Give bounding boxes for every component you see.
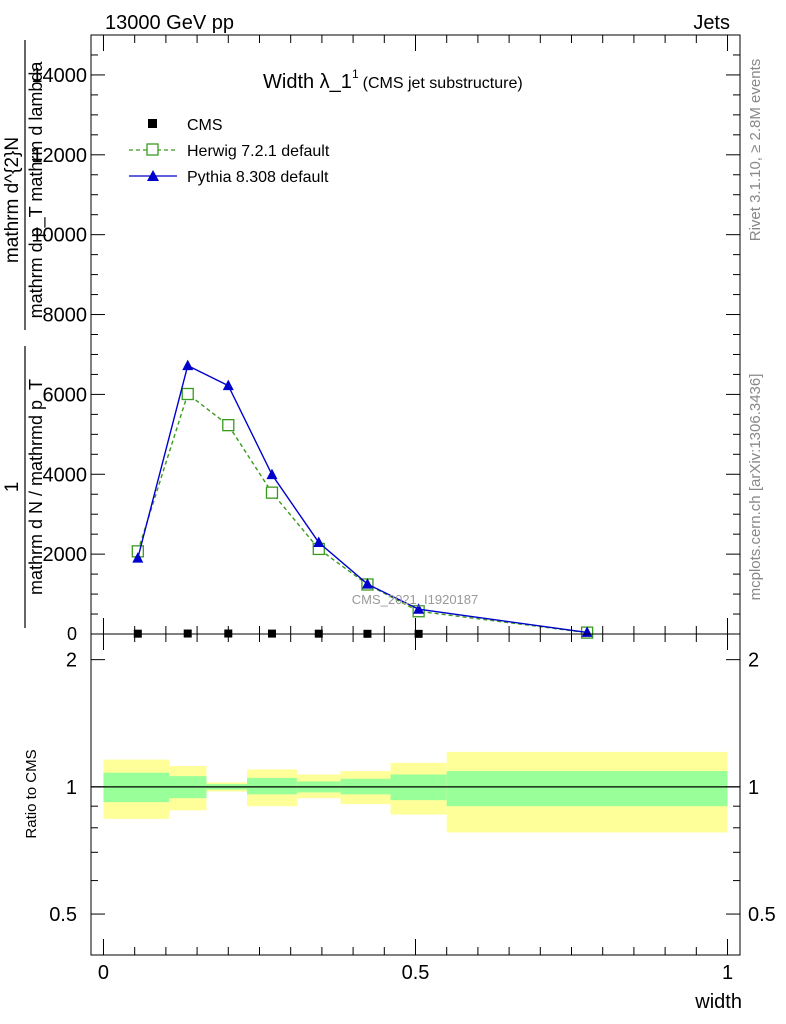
legend-marker-cms	[148, 119, 157, 128]
main-y-tick-label: 8000	[43, 305, 88, 327]
ratio-y-tick-label-right: 0.5	[748, 904, 776, 926]
main-y-tick-label: 4000	[43, 464, 88, 486]
legend-marker-pythia	[147, 170, 159, 181]
header-energy-label: 13000 GeV pp	[105, 12, 234, 34]
main-y-tick-label: 2000	[43, 544, 88, 566]
ratio-y-axis: 0.5 0.5 1 1 2 2	[49, 650, 776, 926]
analysis-watermark: CMS_2021_I1920187	[352, 592, 479, 607]
chart-title: Width λ_11 (CMS jet substructure)	[263, 67, 523, 93]
x-tick-label: 0.5	[402, 962, 430, 984]
main-y-tick-label: 10000	[31, 225, 87, 247]
y-label-numerator: 1	[2, 482, 23, 493]
side-label-rivet: Rivet 3.1.10, ≥ 2.8M events	[747, 59, 764, 242]
series-line-2	[137, 364, 588, 634]
data-point-herwig	[222, 418, 235, 432]
data-point-pythia	[182, 359, 194, 371]
y-label-numerator-2: mathrm d^{2}N	[2, 137, 23, 263]
legend-label-pythia: Pythia 8.308 default	[187, 169, 329, 186]
data-point-herwig	[181, 387, 194, 401]
x-axis: 0 0.5 1	[98, 35, 733, 984]
main-y-tick-label: 6000	[43, 384, 88, 406]
data-point-pythia	[313, 536, 325, 548]
main-y-label: 1 mathrm d N / mathrmd p_T mathrm d^{2}N…	[2, 40, 47, 628]
ratio-y-tick-label: 2	[66, 650, 77, 672]
data-point-pythia	[132, 552, 144, 563]
ratio-y-tick-label: 0.5	[49, 904, 77, 926]
ratio-y-tick-label-right: 1	[748, 777, 759, 799]
ratio-y-label: Ratio to CMS	[23, 749, 40, 838]
ratio-y-tick-label-right: 2	[748, 650, 759, 672]
ratio-panel: 0.5 0.51 12 2 0 0.5 1 Ratio to CMS width	[23, 35, 776, 1013]
x-tick-label: 1	[722, 962, 733, 984]
ratio-band-inner	[446, 771, 728, 807]
legend-label-cms: CMS	[187, 117, 223, 134]
data-point-pythia	[361, 578, 373, 589]
data-point-pythia	[266, 468, 278, 480]
y-label-denominator: mathrm d N / mathrmd p_T	[26, 379, 47, 595]
data-point-pythia	[222, 379, 234, 391]
chart-title-superscript: 1	[352, 67, 359, 81]
data-point-herwig	[265, 486, 279, 499]
y-label-denominator-2: mathrm d p_T mathrm d lambda	[26, 61, 47, 319]
side-label-mcplots: mcplots.cern.ch [arXiv:1306.3436]	[747, 374, 764, 601]
header-jets-label: Jets	[693, 12, 730, 34]
main-y-tick-label: 14000	[31, 65, 87, 87]
x-axis-label: width	[694, 991, 742, 1013]
data-point-pythia	[413, 603, 425, 614]
ratio-y-tick-label: 1	[66, 777, 77, 799]
ratio-band-inner	[247, 777, 297, 795]
main-y-tick-label-zero: 0	[67, 624, 77, 644]
chart-title-main: Width λ_1	[263, 71, 352, 93]
legend: CMS Herwig 7.2.1 default Pythia 8.308 de…	[129, 117, 330, 186]
legend-marker-herwig	[146, 143, 159, 156]
main-y-tick-label: 12000	[31, 145, 87, 167]
ratio-band-layer	[103, 751, 728, 833]
x-tick-label: 0	[98, 962, 109, 984]
series-line-1	[137, 392, 588, 634]
main-panel: 2000 4000 6000 8000 10000 12000 14000 0 Width λ…	[2, 34, 764, 644]
legend-label-herwig: Herwig 7.2.1 default	[187, 143, 330, 160]
main-y-axis: 2000 4000 6000 8000 10000 12000 14000 0	[31, 54, 740, 644]
chart-title-suffix: (CMS jet substructure)	[363, 75, 523, 92]
